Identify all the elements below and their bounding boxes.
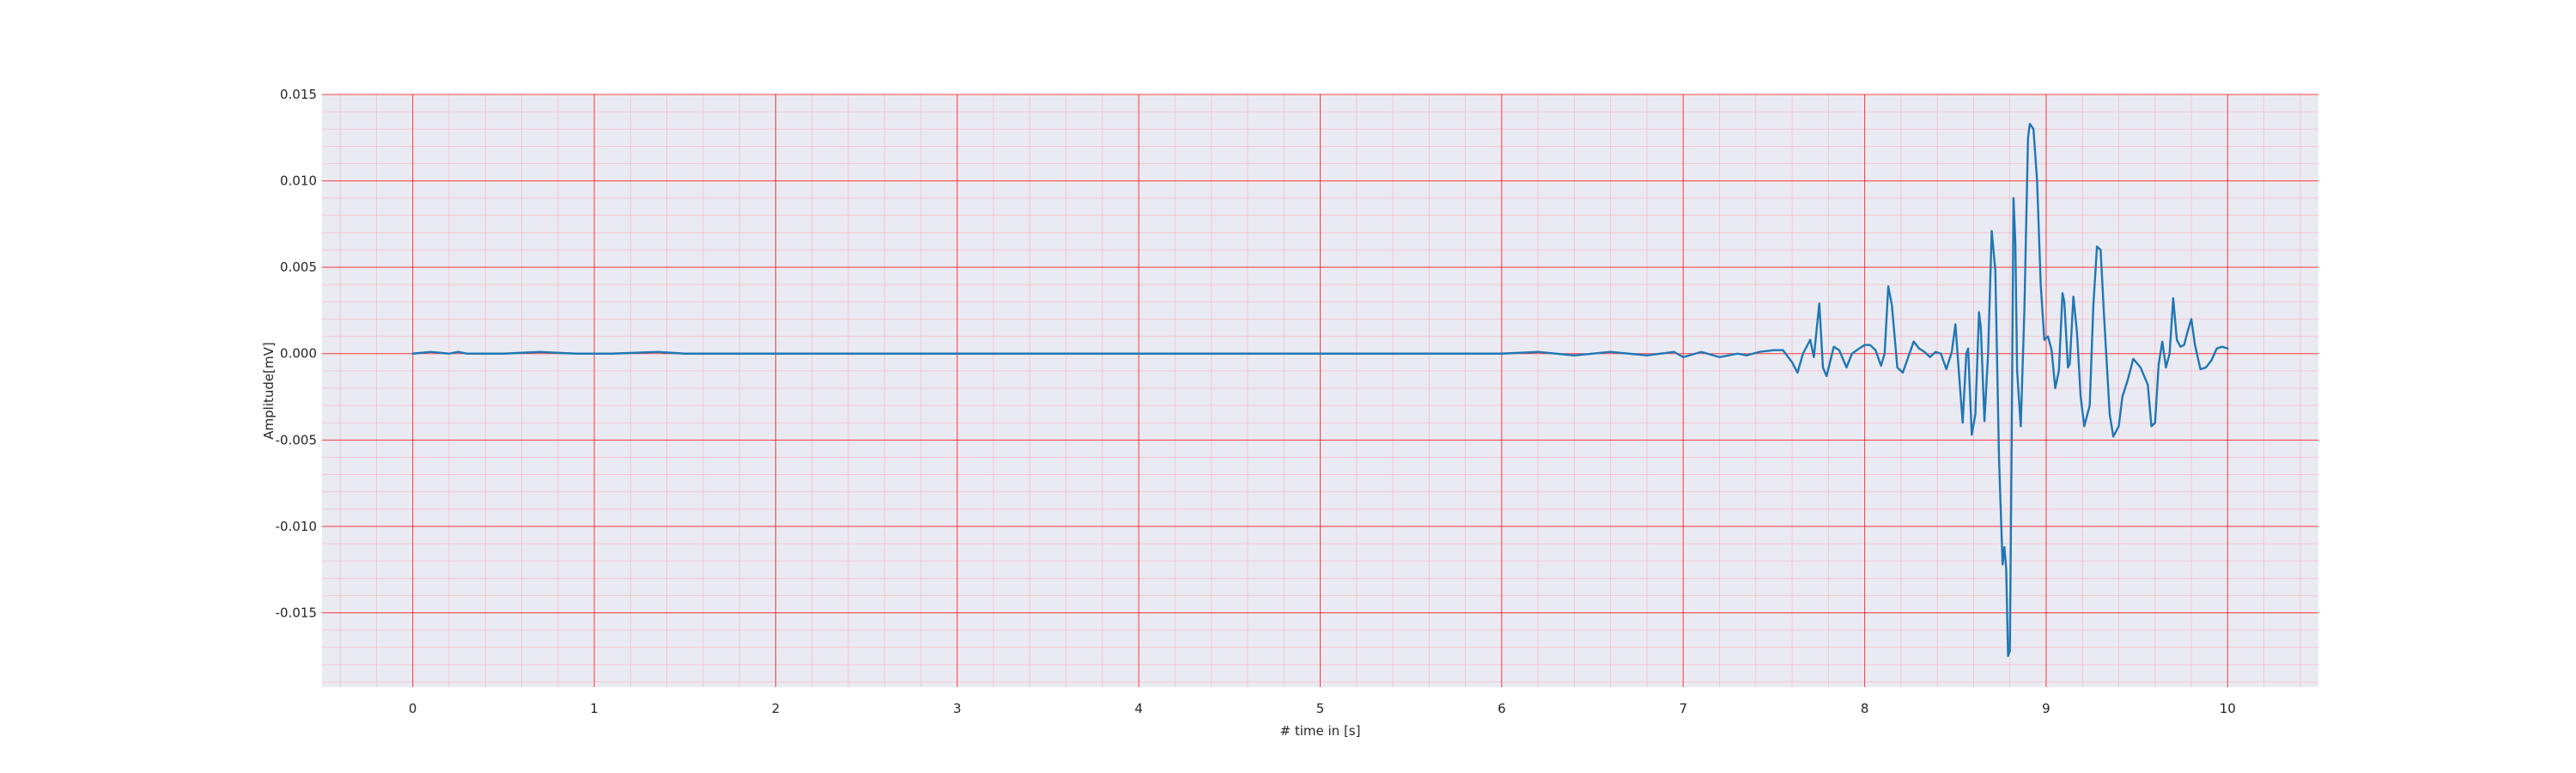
y-tick-label: -0.015	[276, 605, 317, 620]
x-tick-label: 9	[2042, 701, 2050, 716]
x-tick-label: 8	[1861, 701, 1869, 716]
y-axis-title: Amplitude[mV]	[261, 342, 276, 439]
x-tick-label: 5	[1316, 701, 1325, 716]
x-tick-label: 7	[1679, 701, 1687, 716]
y-tick-label: 0.010	[280, 173, 317, 189]
y-tick-label: -0.010	[276, 519, 317, 534]
x-tick-label: 1	[590, 701, 598, 716]
y-tick-label: 0.000	[280, 346, 317, 362]
y-tick-label: 0.015	[280, 87, 317, 102]
x-tick-label: 3	[953, 701, 962, 716]
y-axis-ticks: 0.015 0.010 0.005 0.000 -0.005 -0.010 -0.015	[276, 87, 317, 620]
series-layer	[411, 123, 2229, 657]
x-axis-ticks: 0 1 2 3 4 5 6 7 8 9 10	[409, 701, 2236, 716]
x-tick-label: 6	[1498, 701, 1506, 716]
series-line	[411, 123, 2229, 657]
x-tick-label: 4	[1134, 701, 1143, 716]
y-tick-label: 0.005	[280, 259, 317, 275]
x-axis-title: # time in [s]	[1280, 723, 1361, 739]
x-tick-label: 10	[2220, 701, 2236, 716]
major-grid	[322, 94, 2318, 687]
y-tick-label: -0.005	[276, 432, 317, 447]
x-tick-label: 0	[409, 701, 417, 716]
x-tick-label: 2	[772, 701, 781, 716]
